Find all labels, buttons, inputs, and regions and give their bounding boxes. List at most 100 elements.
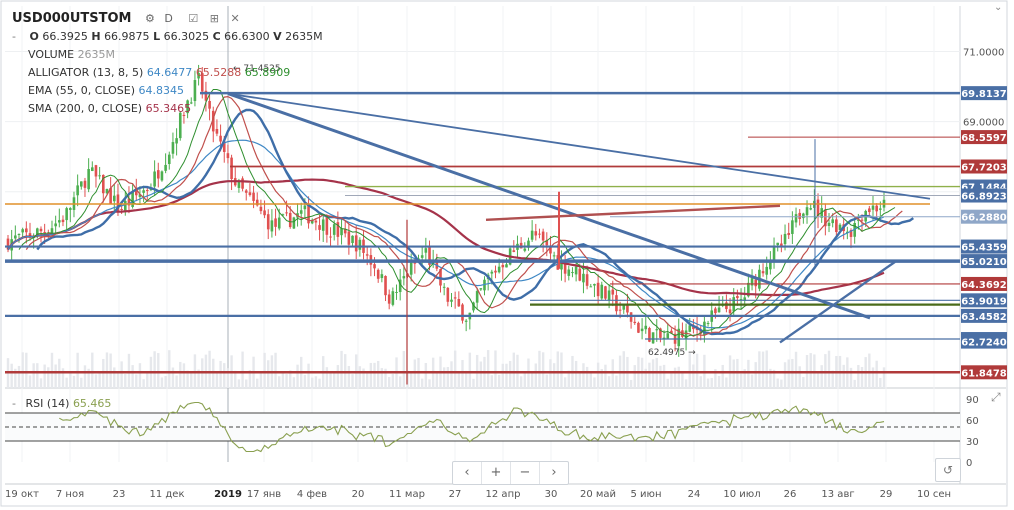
volume-bar (362, 368, 365, 388)
add-icon[interactable]: ⊞ (209, 12, 219, 25)
minus-icon[interactable]: - (12, 397, 16, 410)
time-tick-label: 24 (688, 489, 701, 500)
trendline-red[interactable] (485, 204, 781, 221)
trendline-lower[interactable] (227, 92, 871, 320)
candle-body (186, 100, 189, 114)
legend-sma[interactable]: SMA (200, 0, CLOSE) 65.3465 (12, 100, 323, 118)
candle-body (692, 326, 695, 330)
price-axis-label: 66.2880 (961, 213, 1007, 224)
trendline-rising[interactable] (779, 260, 896, 344)
sma-label: SMA (200, 0, CLOSE) (28, 102, 143, 115)
candle-body (659, 328, 662, 338)
checkbox-icon[interactable]: ☑ (188, 12, 199, 25)
candle-body (670, 330, 673, 334)
ohlc-low-label: L (153, 30, 161, 43)
volume-bar (582, 363, 585, 388)
rsi-label: RSI (14) (25, 397, 70, 410)
candle-body (615, 295, 618, 312)
minus-icon[interactable]: - (12, 30, 16, 43)
candle-body (200, 73, 204, 92)
volume-bar (798, 366, 801, 388)
candle-body (175, 138, 178, 144)
volume-bar (325, 367, 329, 388)
candle-body (655, 329, 659, 331)
alligator-teeth-line (25, 95, 903, 337)
gear-icon[interactable]: ⚙ (145, 12, 155, 25)
candle-body (629, 312, 633, 322)
candle-body (259, 206, 263, 212)
interval-label[interactable]: D (164, 12, 173, 25)
candle-body (464, 320, 468, 322)
close-icon[interactable]: ✕ (230, 12, 240, 25)
volume-bar (692, 364, 695, 388)
candle-body (47, 233, 50, 235)
candle-body (351, 235, 354, 244)
volume-bar (365, 371, 369, 388)
candle-body (164, 164, 167, 171)
legend-alligator[interactable]: ALLIGATOR (13, 8, 5) 64.6477 65.5288 65.… (12, 64, 323, 82)
symbol-name[interactable]: USD000UTSTOM (12, 11, 132, 26)
time-tick-label: 29 (880, 489, 893, 500)
volume-bar (94, 374, 98, 388)
reset-button[interactable]: ↺ (935, 458, 961, 482)
volume-bar (98, 373, 101, 388)
volume-bar (83, 365, 87, 388)
candle-body (398, 279, 402, 293)
price-axis-label: 65.0210 (961, 257, 1007, 268)
collapse-chevron-icon[interactable]: ⌄ (994, 2, 1003, 13)
candle-body (798, 212, 801, 219)
volume-bar (318, 378, 321, 388)
candle-body (530, 230, 534, 240)
volume-bar (820, 365, 823, 388)
candle-body (402, 276, 406, 279)
volume-bar (523, 373, 527, 388)
legend-ema[interactable]: EMA (55, 0, CLOSE) 64.8345 (12, 82, 323, 100)
volume-bar (179, 361, 182, 388)
volume-bar (25, 352, 28, 388)
zoom-out-button[interactable]: − (511, 462, 540, 484)
volume-bar (135, 374, 138, 388)
scroll-left-button[interactable]: ‹ (453, 462, 482, 484)
candle-body (80, 181, 83, 187)
candle-body (58, 220, 61, 223)
volume-bar (267, 360, 270, 388)
time-tick-label: 26 (784, 489, 797, 500)
candle-body (17, 234, 21, 236)
candle-body (450, 299, 453, 302)
volume-bar (32, 363, 35, 388)
volume-bar (336, 365, 340, 388)
alligator-jaw-value: 64.6477 (146, 66, 193, 79)
expand-icon[interactable]: ⤢ (991, 390, 1001, 404)
candle-body (593, 283, 596, 286)
candle-body (28, 233, 32, 237)
volume-bar (28, 375, 32, 388)
candle-body (780, 243, 783, 247)
price-axis-label-box (961, 365, 1007, 380)
rsi-legend[interactable]: - RSI (14) 65.465 (12, 397, 111, 410)
candle-body (420, 255, 424, 258)
volume-bar (501, 363, 505, 388)
candle-body (182, 114, 186, 116)
volume-bar (593, 377, 596, 388)
volume-bar (842, 364, 845, 388)
volume-bar (153, 351, 156, 388)
candle-body (472, 302, 475, 311)
volume-bar (659, 365, 662, 388)
zoom-in-button[interactable]: + (482, 462, 511, 484)
price-axis-label: 64.3692 (961, 280, 1007, 291)
candle-body (244, 190, 248, 193)
candle-body (871, 205, 875, 210)
candle-body (879, 208, 882, 210)
volume-bar (560, 352, 563, 388)
volume-bar (138, 363, 142, 388)
trendline-upper[interactable] (227, 92, 931, 200)
candle-body (703, 321, 706, 336)
volume-bar (373, 362, 376, 388)
candle-body (875, 205, 878, 212)
time-tick-label: 2019 (214, 489, 242, 500)
candle-body (651, 332, 655, 344)
candle-body (340, 228, 343, 236)
scroll-right-button[interactable]: › (551, 465, 557, 480)
legend-volume[interactable]: VOLUME 2635M (12, 46, 323, 64)
